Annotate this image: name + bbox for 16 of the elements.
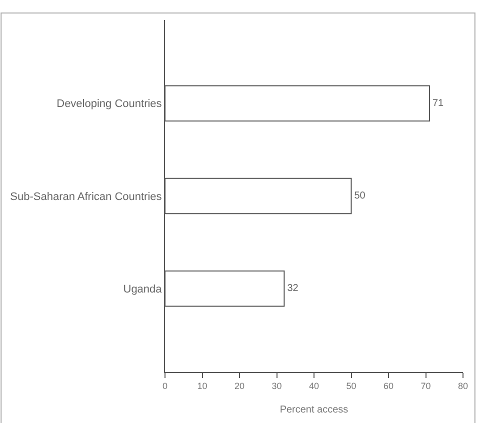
y-tick-label: Developing Countries: [56, 98, 162, 110]
x-tick-label: 50: [346, 380, 356, 391]
data-label: 32: [287, 283, 299, 294]
x-tick-label: 40: [308, 380, 320, 391]
x-tick-label: 60: [383, 380, 394, 391]
x-tick-label: 20: [234, 380, 245, 391]
data-label: 71: [432, 98, 444, 109]
x-axis-title: Percent access: [280, 404, 348, 416]
x-tick-label: 0: [162, 380, 168, 391]
x-tick-label: 80: [458, 380, 468, 391]
x-tick-label: 30: [272, 380, 282, 391]
x-tick-label: 70: [420, 380, 431, 391]
y-tick-label: Sub-Saharan African Countries: [10, 190, 162, 203]
y-tick-label: Uganda: [123, 283, 163, 296]
x-tick-label: 10: [197, 380, 208, 391]
data-label: 50: [354, 190, 366, 202]
